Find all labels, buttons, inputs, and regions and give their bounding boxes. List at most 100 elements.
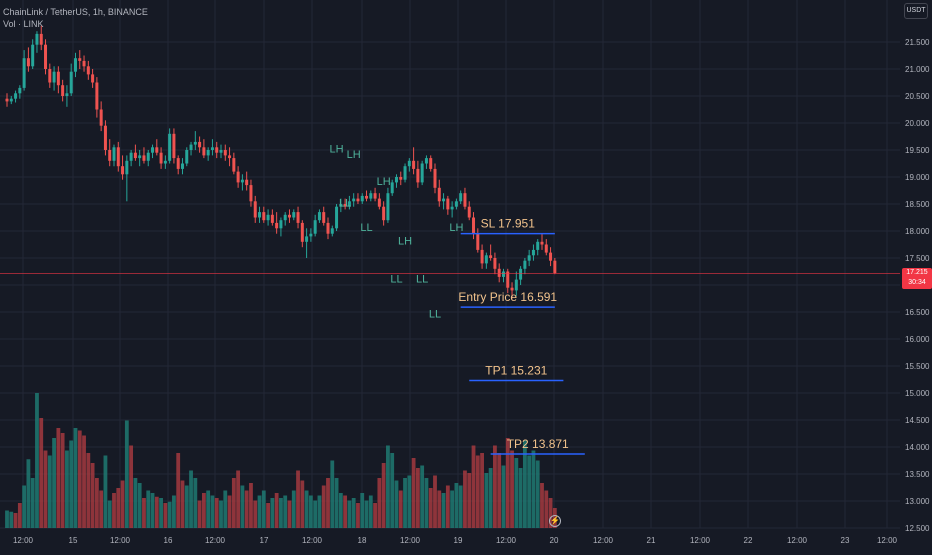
- candle: [39, 25, 43, 51]
- candle: [352, 193, 356, 207]
- candle: [403, 163, 407, 183]
- candle: [86, 60, 90, 80]
- candle-body: [172, 133, 176, 159]
- candle-body: [326, 222, 330, 234]
- candle-body: [9, 98, 13, 102]
- price-tick-label: 16.000: [905, 335, 930, 344]
- candle: [116, 141, 120, 172]
- volume-bar: [415, 468, 420, 528]
- lightning-bolt-icon[interactable]: ⚡: [549, 515, 561, 527]
- candle-body: [185, 150, 189, 164]
- volume-bar: [112, 493, 116, 528]
- candle: [497, 263, 501, 283]
- volume-bar: [253, 500, 258, 528]
- candle-body: [26, 58, 30, 67]
- candle-body: [317, 212, 321, 221]
- volume-bar: [454, 483, 459, 528]
- candle: [407, 158, 411, 172]
- candle: [501, 268, 505, 283]
- candle: [489, 244, 493, 261]
- candle: [112, 144, 116, 167]
- candle: [78, 50, 82, 69]
- volume-bar: [433, 475, 437, 528]
- candle: [283, 212, 287, 226]
- volume-bar: [133, 478, 138, 528]
- candle-body: [133, 152, 137, 159]
- candle: [18, 85, 22, 99]
- candle: [232, 152, 236, 175]
- time-tick-label: 17: [260, 536, 269, 545]
- volume-bar: [475, 455, 480, 528]
- candle: [360, 193, 364, 204]
- volume-bar: [22, 485, 27, 528]
- candle-body: [223, 150, 227, 156]
- candle-body: [296, 212, 300, 223]
- volume-bar: [26, 459, 31, 528]
- time-tick-label: 12:00: [787, 536, 808, 545]
- volume-indicator-label[interactable]: Vol · LINK: [3, 19, 44, 29]
- candle: [296, 206, 300, 229]
- candle-body: [459, 193, 463, 202]
- candle-body: [377, 198, 381, 207]
- volume-bar: [189, 470, 193, 528]
- volume-bar: [9, 511, 14, 528]
- level-label: TP1 15.231: [485, 364, 547, 378]
- volume-bar: [227, 495, 232, 528]
- volume-bar: [56, 428, 61, 528]
- volume-bar: [142, 498, 146, 528]
- candle: [253, 195, 257, 223]
- candle-body: [484, 255, 488, 264]
- volume-bar: [420, 465, 425, 528]
- candle-body: [138, 155, 142, 159]
- candle-body: [313, 220, 317, 234]
- candle: [82, 55, 86, 72]
- symbol-title[interactable]: ChainLink / TetherUS, 1h, BINANCE: [3, 7, 148, 17]
- candle: [142, 147, 146, 164]
- candle: [108, 139, 112, 167]
- volume-bar: [257, 495, 262, 528]
- candle-body: [125, 160, 129, 175]
- candle-body: [549, 252, 553, 261]
- volume-bar: [343, 495, 348, 528]
- candle-body: [86, 66, 90, 75]
- volume-bar: [231, 478, 236, 528]
- price-tick-label: 13.500: [905, 470, 930, 479]
- candles: [5, 25, 557, 299]
- volume-bar: [163, 503, 168, 528]
- candle-body: [112, 147, 116, 161]
- candle: [172, 128, 176, 164]
- candle: [519, 266, 523, 285]
- candle: [335, 204, 339, 231]
- currency-button[interactable]: USDT: [904, 3, 928, 19]
- candle: [309, 228, 313, 242]
- candle-body: [236, 171, 240, 183]
- volume-bar: [77, 430, 82, 528]
- volume-bar: [501, 465, 506, 528]
- candle: [382, 201, 386, 226]
- candle-body: [180, 163, 184, 169]
- volume-bar: [120, 480, 125, 528]
- candle: [258, 206, 262, 223]
- volume-bar: [35, 393, 39, 528]
- candle: [22, 50, 26, 91]
- candle-body: [69, 71, 73, 94]
- candle-body: [249, 185, 253, 202]
- candle-body: [335, 206, 339, 229]
- candle: [450, 201, 454, 218]
- candle-body: [168, 133, 172, 161]
- volume-bar: [471, 445, 476, 528]
- candle: [420, 160, 424, 186]
- candle-body: [531, 249, 535, 256]
- bar-countdown: 30:34: [908, 279, 926, 286]
- candle-body: [506, 271, 510, 288]
- volume-bar: [334, 478, 339, 528]
- volume-bar: [103, 455, 108, 528]
- candle: [467, 201, 471, 221]
- candle: [245, 171, 249, 191]
- candle-body: [424, 158, 428, 164]
- candle-body: [228, 155, 232, 159]
- candle-body: [365, 195, 369, 199]
- candle-body: [198, 141, 202, 148]
